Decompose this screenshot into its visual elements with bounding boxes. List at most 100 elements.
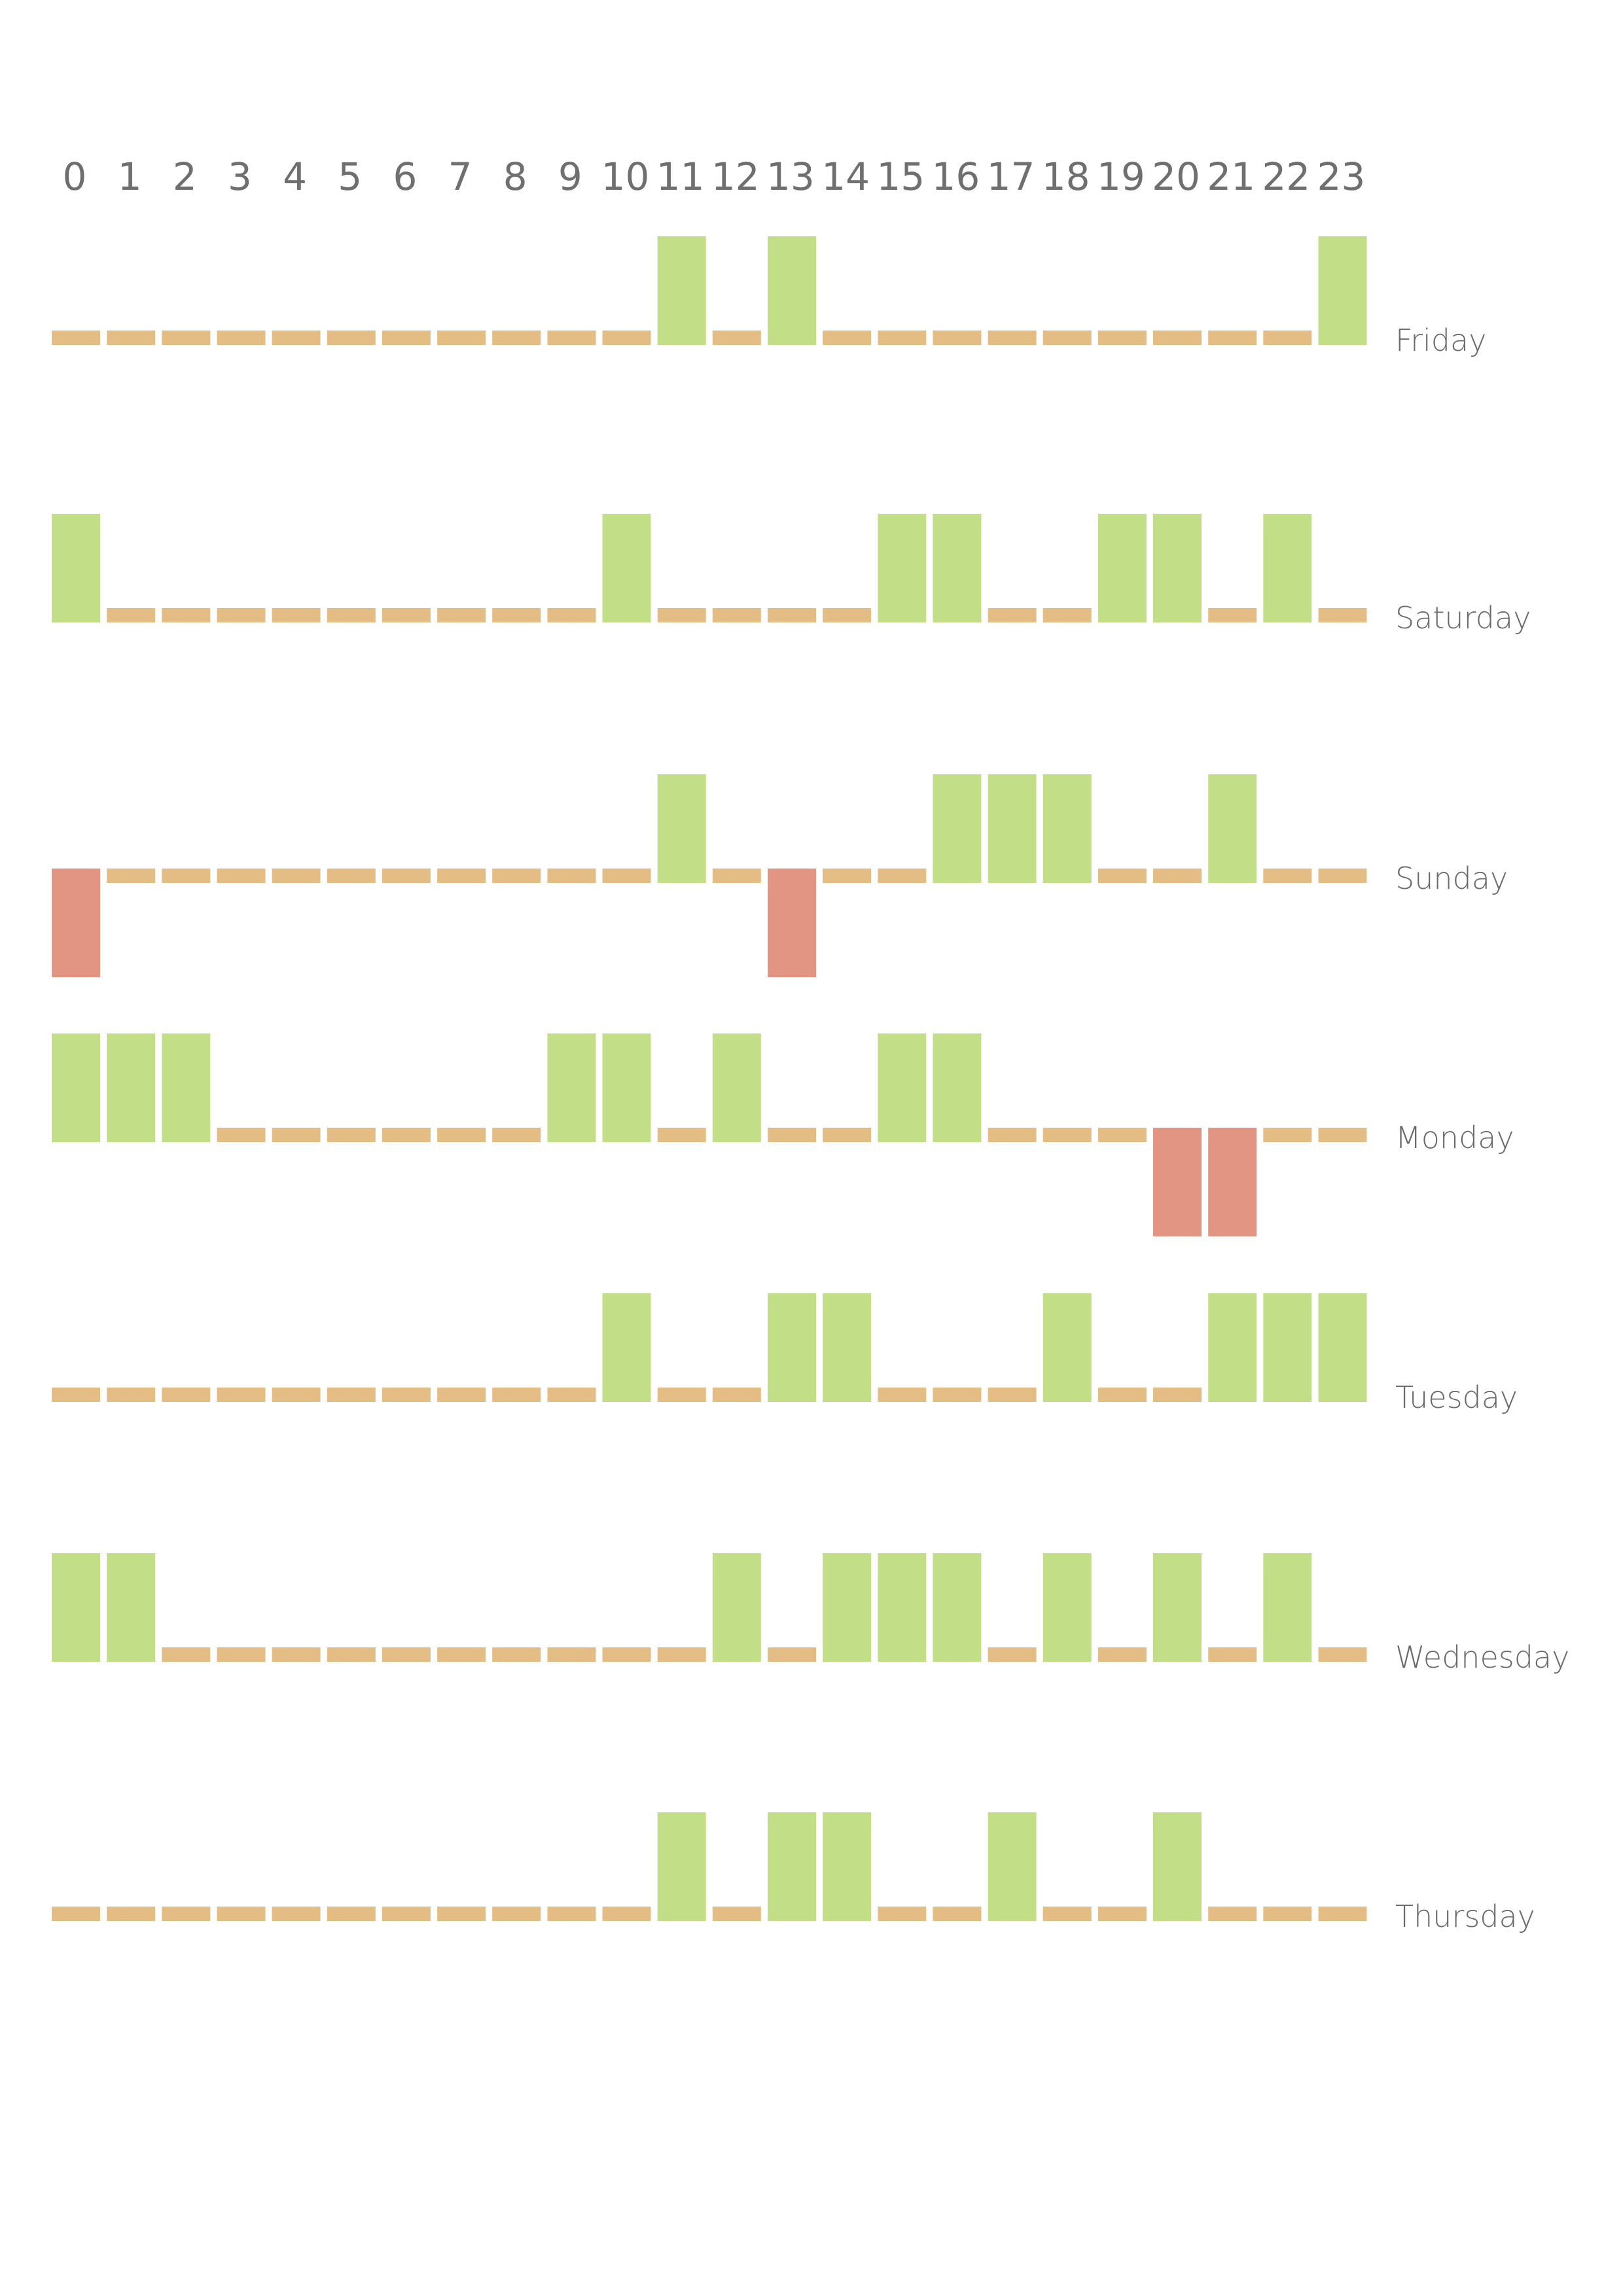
bar-zero [327, 1647, 376, 1662]
bar-zero [107, 608, 156, 622]
bar-positive [768, 1293, 816, 1402]
day-label: Sunday [1395, 861, 1508, 896]
hour-tick-label: 8 [503, 154, 527, 199]
bar-zero [107, 1388, 156, 1402]
bar-positive [768, 236, 816, 345]
bar-zero [878, 1388, 927, 1402]
bar-zero [107, 869, 156, 883]
bar-positive [1263, 1553, 1312, 1662]
bar-zero [547, 1647, 596, 1662]
bar-zero [217, 1647, 266, 1662]
bar-zero [437, 869, 486, 883]
bar-positive [1153, 514, 1202, 622]
hour-axis: 0 1 2 3 4 5 6 7 8 9 10 11 12 13 14 15 16 17 18 19 20 21 22 23 [63, 154, 1366, 199]
bar-positive [1153, 1812, 1202, 1921]
hour-tick-label: 12 [711, 154, 760, 199]
day-label: Friday [1395, 323, 1486, 358]
hour-tick-label: 16 [931, 154, 980, 199]
bar-positive [988, 1812, 1037, 1921]
bar-zero [272, 1128, 321, 1142]
bar-zero [1097, 1128, 1147, 1142]
bar-positive [823, 1553, 872, 1662]
bar-zero [1208, 1647, 1257, 1662]
bar-zero [437, 1647, 486, 1662]
bar-positive [988, 774, 1037, 883]
bar-zero [437, 608, 486, 622]
day-row-monday: Monday [52, 1033, 1514, 1236]
bar-positive [1263, 514, 1312, 622]
bar-zero [1097, 869, 1147, 883]
bar-zero [602, 1647, 651, 1662]
bar-positive [107, 1553, 156, 1662]
bar-zero [217, 1388, 266, 1402]
bar-zero [712, 869, 761, 883]
bar-zero [988, 1128, 1037, 1142]
hour-tick-label: 13 [766, 154, 815, 199]
bar-positive [933, 774, 982, 883]
bar-zero [217, 608, 266, 622]
hour-tick-label: 20 [1152, 154, 1200, 199]
bar-zero [382, 608, 431, 622]
bar-zero [217, 331, 266, 345]
bar-positive [1318, 1293, 1367, 1402]
bar-zero [1318, 1647, 1367, 1662]
bar-zero [988, 331, 1037, 345]
bar-negative [768, 869, 816, 977]
hour-tick-label: 3 [228, 154, 252, 199]
bar-zero [327, 1128, 376, 1142]
hour-tick-label: 21 [1207, 154, 1255, 199]
bar-zero [162, 1388, 211, 1402]
bar-zero [1153, 331, 1202, 345]
hour-tick-label: 18 [1042, 154, 1090, 199]
hour-tick-label: 0 [63, 154, 87, 199]
bar-zero [327, 608, 376, 622]
bar-zero [272, 1388, 321, 1402]
hour-tick-label: 4 [283, 154, 307, 199]
bar-positive [657, 1812, 706, 1921]
bar-positive [1208, 774, 1257, 883]
bar-zero [382, 331, 431, 345]
bar-zero [823, 331, 872, 345]
bar-zero [437, 331, 486, 345]
bar-zero [1097, 1647, 1147, 1662]
bar-positive [878, 514, 927, 622]
bar-zero [272, 869, 321, 883]
bar-zero [988, 1388, 1037, 1402]
day-row-friday: Friday [52, 236, 1486, 358]
bar-positive [657, 236, 706, 345]
bar-positive [933, 1033, 982, 1142]
day-label: Tuesday [1395, 1380, 1518, 1415]
bar-zero [657, 1647, 706, 1662]
day-row-tuesday: Tuesday [52, 1293, 1518, 1415]
bar-positive [1043, 1553, 1092, 1662]
bar-zero [382, 869, 431, 883]
bar-zero [107, 331, 156, 345]
bar-positive [602, 1033, 651, 1142]
day-label: Saturday [1395, 600, 1531, 636]
bar-positive [1153, 1553, 1202, 1662]
bar-zero [547, 1388, 596, 1402]
bar-zero [217, 1128, 266, 1142]
day-label: Thursday [1395, 1899, 1535, 1934]
day-label: Monday [1395, 1120, 1514, 1155]
bar-zero [933, 331, 982, 345]
bar-zero [492, 1907, 541, 1921]
bar-zero [382, 1128, 431, 1142]
bar-zero [492, 1647, 541, 1662]
bar-zero [988, 1647, 1037, 1662]
bar-zero [988, 608, 1037, 622]
bar-zero [1097, 1388, 1147, 1402]
bar-zero [768, 1128, 816, 1142]
bar-positive [602, 514, 651, 622]
bar-zero [657, 1388, 706, 1402]
bar-positive [1263, 1293, 1312, 1402]
bar-positive [712, 1033, 761, 1142]
bar-zero [547, 608, 596, 622]
bar-zero [492, 331, 541, 345]
bar-zero [272, 1647, 321, 1662]
bar-zero [602, 1907, 651, 1921]
bar-zero [933, 1388, 982, 1402]
bar-positive [1208, 1293, 1257, 1402]
bar-zero [1263, 869, 1312, 883]
